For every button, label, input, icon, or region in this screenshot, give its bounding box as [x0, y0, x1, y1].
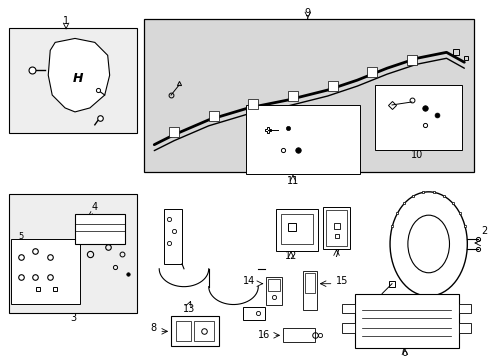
Bar: [458, 323, 470, 333]
Bar: [287, 91, 297, 101]
Text: 11: 11: [286, 176, 299, 186]
Bar: [248, 99, 258, 109]
Bar: [406, 55, 416, 65]
Bar: [458, 303, 470, 314]
Text: 4: 4: [92, 202, 98, 212]
Text: 1: 1: [63, 15, 69, 26]
Bar: [342, 303, 355, 314]
Text: H: H: [73, 72, 83, 85]
Ellipse shape: [389, 192, 467, 296]
Text: 16: 16: [257, 330, 269, 340]
Bar: [171, 316, 218, 346]
Bar: [164, 209, 182, 264]
Bar: [267, 279, 280, 291]
Bar: [366, 67, 376, 77]
Text: 5: 5: [18, 231, 23, 240]
Text: 12: 12: [284, 251, 297, 261]
Bar: [246, 105, 360, 175]
Bar: [327, 81, 337, 91]
Text: 9: 9: [304, 8, 310, 18]
Bar: [9, 28, 137, 133]
Bar: [11, 239, 80, 303]
Bar: [75, 214, 124, 244]
Text: 14: 14: [243, 276, 255, 286]
Bar: [325, 210, 347, 246]
Bar: [243, 306, 264, 320]
Bar: [283, 328, 314, 342]
Bar: [144, 19, 473, 172]
Bar: [193, 321, 213, 341]
Text: 7: 7: [333, 249, 339, 259]
Bar: [9, 194, 137, 314]
Ellipse shape: [407, 215, 448, 273]
Bar: [304, 273, 314, 293]
Bar: [355, 294, 458, 348]
Bar: [342, 323, 355, 333]
Bar: [322, 207, 350, 249]
Bar: [176, 321, 190, 341]
Bar: [374, 85, 462, 150]
Text: 3: 3: [70, 314, 76, 323]
Bar: [208, 111, 218, 121]
Text: 10: 10: [410, 150, 422, 159]
Bar: [265, 277, 282, 305]
Bar: [169, 127, 179, 137]
Text: 15: 15: [335, 276, 347, 286]
Bar: [276, 209, 317, 251]
Text: 6: 6: [401, 348, 407, 358]
Polygon shape: [48, 39, 109, 112]
Bar: [302, 271, 316, 310]
Bar: [281, 214, 312, 244]
Text: 13: 13: [183, 303, 195, 314]
Text: 8: 8: [150, 323, 156, 333]
Text: 2: 2: [480, 226, 487, 236]
